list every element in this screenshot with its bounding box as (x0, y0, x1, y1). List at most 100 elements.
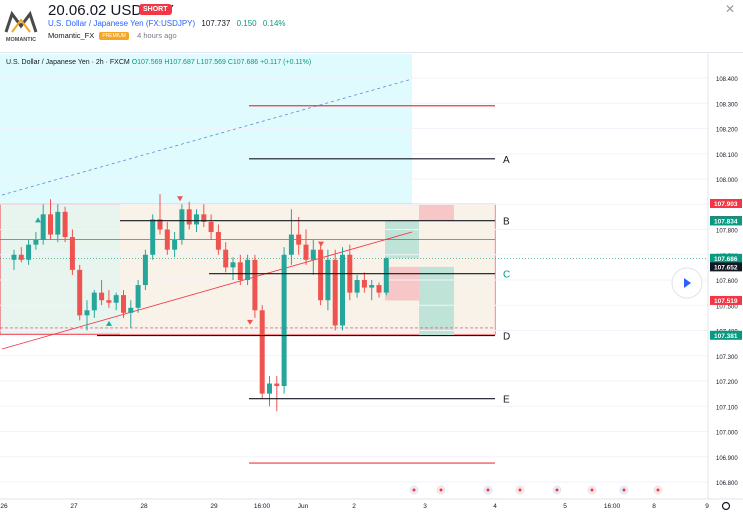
price-tag-box (710, 253, 742, 263)
target-zone-lower (419, 266, 454, 336)
time-tick: 27 (70, 503, 78, 510)
candle-body (55, 211, 61, 235)
idea-header: MOMANTIC 20.06.02 USD/JPY SHORT U.S. Dol… (0, 0, 743, 52)
event-flag-dot (622, 488, 626, 492)
candle-body (11, 254, 17, 260)
candle-body (69, 237, 75, 270)
legend-instrument: U.S. Dollar / Japanese Yen · 2h · FXCM (6, 59, 130, 66)
price-tick: 108.300 (716, 102, 738, 108)
event-flag-dot (412, 488, 416, 492)
level-label: C (503, 270, 510, 281)
author-line: Momantic_FX PREMIUM 4 hours ago (48, 31, 177, 41)
buy-signal-marker (35, 217, 41, 223)
price-change: 0.150 (236, 19, 257, 28)
rising-trendline (1, 231, 413, 350)
event-flag-dot (555, 488, 559, 492)
candle-body (172, 239, 178, 250)
candle-body (318, 249, 324, 301)
price-tick: 108.200 (716, 128, 738, 134)
dashed-trendline (1, 78, 413, 196)
time-tick: 16:00 (254, 503, 271, 510)
price-tag-box (710, 262, 742, 272)
candle-body (48, 214, 53, 235)
momantic-logo: MOMANTIC (4, 10, 38, 43)
stop-zone-lower (385, 266, 419, 301)
candle-body (201, 214, 207, 222)
play-icon (684, 278, 691, 288)
candle-body (354, 280, 360, 293)
time-tick: 9 (705, 503, 709, 510)
candle-body (281, 254, 287, 387)
time-tick: 4 (493, 503, 497, 510)
candle-body (128, 307, 134, 313)
price-tag-text: 107.519 (714, 298, 738, 305)
sell-signal-marker (318, 241, 324, 247)
candle-body (325, 259, 331, 301)
candle-body (106, 300, 112, 303)
author-name[interactable]: Momantic_FX (48, 31, 95, 40)
event-flag-dot (656, 488, 660, 492)
sell-signal-marker (247, 319, 253, 325)
price-tag-text: 107.686 (714, 256, 738, 263)
price-tag-text: 107.903 (714, 201, 738, 208)
price-tick: 107.100 (716, 405, 738, 411)
candle-body (77, 269, 83, 316)
candle-body (267, 383, 272, 394)
time-tick: 5 (563, 503, 567, 510)
level-label: D (503, 332, 510, 343)
event-flag-dot (486, 488, 490, 492)
level-label: B (503, 217, 510, 228)
price-tick: 107.300 (716, 355, 738, 361)
candle-body (252, 259, 258, 311)
candle-body (361, 280, 367, 288)
stop-zone-upper (419, 203, 454, 221)
candle-body (310, 249, 316, 260)
candle-body (150, 219, 156, 255)
price-tag-box (710, 198, 742, 208)
price-change-pct: 0.14% (262, 19, 286, 28)
price-tag-box (710, 295, 742, 305)
short-badge: SHORT (139, 4, 172, 15)
candle-body (91, 292, 97, 311)
candle-body (259, 310, 265, 394)
legend-ohlc: O107.569 H107.687 L107.569 C107.686 +0.1… (131, 59, 312, 66)
price-chart[interactable]: A B C D E 108.400 108.300 108.200 108.100 108.00… (0, 53, 743, 513)
settings-gear-icon[interactable] (721, 501, 731, 511)
candle-body (99, 292, 105, 301)
price-tick: 106.900 (716, 456, 738, 462)
buy-signal-marker (106, 320, 112, 326)
candle-body (223, 249, 229, 268)
chart-frame[interactable]: A B C D E 108.400 108.300 108.200 108.100 108.00… (0, 52, 743, 513)
price-tick: 107.200 (716, 380, 738, 386)
close-icon[interactable]: ✕ (725, 2, 736, 16)
price-tick: 107.500 (716, 304, 738, 310)
candle-body (164, 229, 170, 250)
candle-body (26, 244, 32, 260)
candle-body (121, 295, 126, 313)
level-label: A (503, 155, 510, 166)
symbol-link[interactable]: U.S. Dollar / Japanese Yen (FX:USDJPY) (48, 19, 196, 28)
candle-body (376, 285, 382, 293)
candle-body (332, 259, 338, 326)
candle-body (142, 254, 148, 286)
premium-badge: PREMIUM (99, 32, 129, 41)
candle-body (230, 262, 236, 268)
price-tag-text: 107.381 (714, 333, 738, 340)
candle-body (340, 254, 345, 326)
candle-body (179, 209, 185, 240)
price-tag-box (710, 216, 742, 226)
candle-body (33, 239, 39, 245)
time-tick: 8 (652, 503, 656, 510)
time-tick: 26 (0, 503, 8, 510)
candle-body (18, 254, 24, 260)
candle-body (274, 383, 280, 387)
price-tick: 108.100 (716, 153, 738, 159)
time-tick: 3 (423, 503, 427, 510)
time-tick: 2 (352, 503, 356, 510)
chart-legend: U.S. Dollar / Japanese Yen · 2h · FXCM O… (6, 59, 311, 66)
time-tick: Jun (298, 503, 309, 510)
price-tick: 107.800 (716, 229, 738, 235)
price-tick: 106.800 (716, 481, 738, 487)
candle-body (237, 262, 243, 280)
price-tick: 108.000 (716, 178, 738, 184)
